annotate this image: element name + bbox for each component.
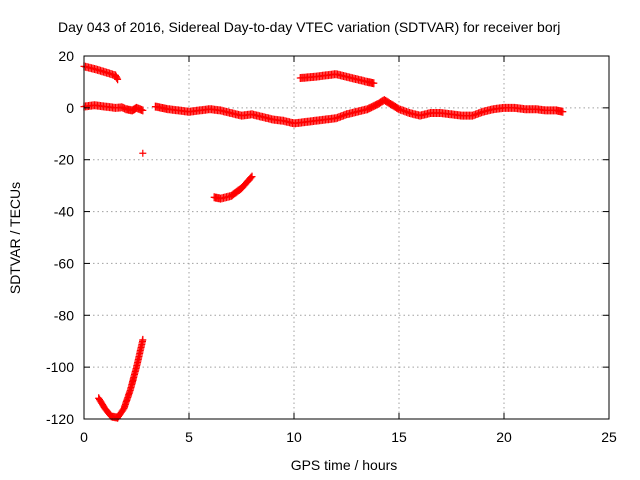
y-tick-label: -40 <box>54 204 74 220</box>
x-tick-label: 15 <box>391 429 407 445</box>
data-point <box>139 335 147 344</box>
y-tick-label: -120 <box>46 411 74 427</box>
data-series <box>296 70 378 88</box>
data-point <box>114 75 122 84</box>
data-series <box>151 96 567 128</box>
data-point <box>248 172 256 181</box>
y-tick-label: 20 <box>58 48 74 64</box>
data-series <box>210 172 256 203</box>
data-points <box>80 62 567 422</box>
axis-ticks: 0 5 10 15 20 25 20 0 -20 -40 -60 -80 -100 -120 <box>46 48 617 445</box>
x-tick-label: 10 <box>286 429 302 445</box>
data-point <box>113 74 121 82</box>
x-tick-label: 0 <box>80 429 88 445</box>
data-series <box>95 335 147 422</box>
data-series <box>139 149 147 157</box>
x-axis-label: GPS time / hours <box>291 457 398 473</box>
data-point <box>370 79 378 88</box>
x-tick-label: 25 <box>601 429 617 445</box>
chart-title: Day 043 of 2016, Sidereal Day-to-day VTE… <box>58 19 560 35</box>
x-tick-label: 20 <box>496 429 512 445</box>
y-axis-label: SDTVAR / TECUs <box>7 182 23 294</box>
y-tick-label: -100 <box>46 359 74 375</box>
plot-frame <box>83 55 610 420</box>
data-point <box>139 106 147 115</box>
data-point <box>139 149 147 157</box>
y-tick-label: -20 <box>54 152 74 168</box>
data-series <box>80 62 122 84</box>
data-series <box>80 101 147 115</box>
data-point <box>247 173 255 182</box>
y-tick-label: -60 <box>54 255 74 271</box>
data-point <box>559 107 567 116</box>
y-tick-label: 0 <box>66 100 74 116</box>
x-tick-label: 5 <box>185 429 193 445</box>
y-tick-label: -80 <box>54 307 74 323</box>
